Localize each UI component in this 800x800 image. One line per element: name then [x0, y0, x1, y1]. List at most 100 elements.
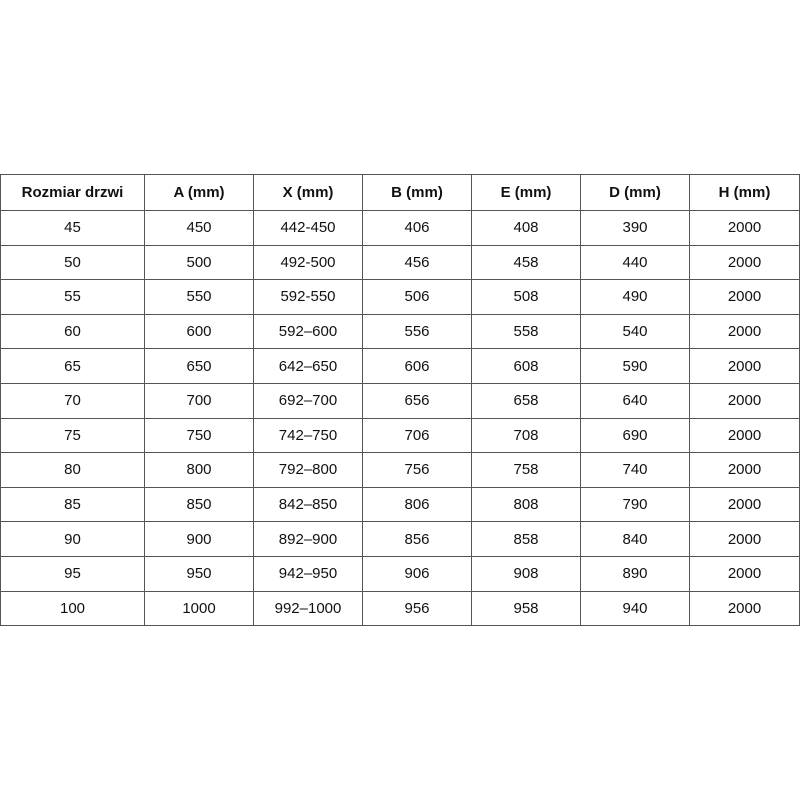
- table-cell: 950: [144, 555, 254, 592]
- table-row: 90 900 892–900 856 858 840 2000: [0, 521, 800, 557]
- table-cell: 692–700: [253, 382, 363, 419]
- table-cell: 742–750: [253, 417, 363, 454]
- table-cell: 858: [471, 521, 581, 557]
- dimensions-table: Rozmiar drzwi A (mm) X (mm) B (mm) E (mm) D (…: [0, 174, 800, 627]
- table-cell: 90: [0, 521, 145, 557]
- table-cell: 75: [0, 417, 145, 454]
- table-cell: 640: [580, 382, 690, 419]
- table-row: 100 1000 992–1000 956 958 940 2000: [0, 590, 800, 627]
- table-cell: 658: [471, 382, 581, 419]
- table-row: 75 750 742–750 706 708 690 2000: [0, 417, 800, 454]
- table-cell: 850: [144, 486, 254, 523]
- table-row: 50 500 492-500 456 458 440 2000: [0, 244, 800, 281]
- table-cell: 706: [362, 417, 472, 454]
- table-cell: 2000: [689, 244, 800, 281]
- table-cell: 600: [144, 313, 254, 350]
- table-cell: 700: [144, 382, 254, 419]
- table-cell: 890: [580, 555, 690, 592]
- table-cell: 2000: [689, 521, 800, 557]
- table-cell: 2000: [689, 279, 800, 315]
- table-cell: 2000: [689, 210, 800, 246]
- table-cell: 45: [0, 210, 145, 246]
- table-cell: 992–1000: [253, 590, 363, 627]
- table-cell: 892–900: [253, 521, 363, 557]
- column-header: H (mm): [689, 174, 800, 211]
- table-row: 55 550 592-550 506 508 490 2000: [0, 279, 800, 315]
- table-cell: 642–650: [253, 348, 363, 384]
- table-cell: 956: [362, 590, 472, 627]
- table-cell: 690: [580, 417, 690, 454]
- table-cell: 558: [471, 313, 581, 350]
- table-cell: 908: [471, 555, 581, 592]
- table-cell: 456: [362, 244, 472, 281]
- table-row: 65 650 642–650 606 608 590 2000: [0, 348, 800, 384]
- table-cell: 650: [144, 348, 254, 384]
- table-header-row: Rozmiar drzwi A (mm) X (mm) B (mm) E (mm) D (…: [0, 174, 800, 211]
- table-cell: 958: [471, 590, 581, 627]
- table-cell: 808: [471, 486, 581, 523]
- table-cell: 85: [0, 486, 145, 523]
- table-cell: 2000: [689, 590, 800, 627]
- table-cell: 756: [362, 452, 472, 488]
- table-cell: 942–950: [253, 555, 363, 592]
- column-header: D (mm): [580, 174, 690, 211]
- table-cell: 50: [0, 244, 145, 281]
- table-cell: 80: [0, 452, 145, 488]
- table-cell: 806: [362, 486, 472, 523]
- table-cell: 708: [471, 417, 581, 454]
- table-cell: 906: [362, 555, 472, 592]
- table-cell: 550: [144, 279, 254, 315]
- table-cell: 2000: [689, 382, 800, 419]
- table-cell: 442-450: [253, 210, 363, 246]
- table-cell: 940: [580, 590, 690, 627]
- column-header: A (mm): [144, 174, 254, 211]
- table-cell: 95: [0, 555, 145, 592]
- table-cell: 590: [580, 348, 690, 384]
- column-header: X (mm): [253, 174, 363, 211]
- table-cell: 406: [362, 210, 472, 246]
- table-cell: 856: [362, 521, 472, 557]
- table-cell: 656: [362, 382, 472, 419]
- table-cell: 55: [0, 279, 145, 315]
- table-cell: 500: [144, 244, 254, 281]
- table-cell: 1000: [144, 590, 254, 627]
- table-cell: 790: [580, 486, 690, 523]
- table-cell: 2000: [689, 313, 800, 350]
- table-cell: 2000: [689, 348, 800, 384]
- table-cell: 740: [580, 452, 690, 488]
- table-cell: 540: [580, 313, 690, 350]
- table-cell: 800: [144, 452, 254, 488]
- table-cell: 2000: [689, 486, 800, 523]
- table-row: 70 700 692–700 656 658 640 2000: [0, 382, 800, 419]
- table-cell: 2000: [689, 452, 800, 488]
- table-row: 80 800 792–800 756 758 740 2000: [0, 452, 800, 488]
- table-cell: 60: [0, 313, 145, 350]
- table-row: 45 450 442-450 406 408 390 2000: [0, 210, 800, 246]
- table-cell: 2000: [689, 555, 800, 592]
- table-cell: 900: [144, 521, 254, 557]
- table-cell: 390: [580, 210, 690, 246]
- table-cell: 556: [362, 313, 472, 350]
- column-header: E (mm): [471, 174, 581, 211]
- table-cell: 842–850: [253, 486, 363, 523]
- table-cell: 100: [0, 590, 145, 627]
- table-cell: 65: [0, 348, 145, 384]
- table-cell: 750: [144, 417, 254, 454]
- table-row: 85 850 842–850 806 808 790 2000: [0, 486, 800, 523]
- table-cell: 792–800: [253, 452, 363, 488]
- table-cell: 450: [144, 210, 254, 246]
- column-header: Rozmiar drzwi: [0, 174, 145, 211]
- table-cell: 2000: [689, 417, 800, 454]
- table-cell: 840: [580, 521, 690, 557]
- table-row: 60 600 592–600 556 558 540 2000: [0, 313, 800, 350]
- table-cell: 606: [362, 348, 472, 384]
- table-cell: 508: [471, 279, 581, 315]
- table-row: 95 950 942–950 906 908 890 2000: [0, 555, 800, 592]
- table-cell: 506: [362, 279, 472, 315]
- column-header: B (mm): [362, 174, 472, 211]
- table-cell: 70: [0, 382, 145, 419]
- table-cell: 458: [471, 244, 581, 281]
- table-cell: 492-500: [253, 244, 363, 281]
- table-cell: 408: [471, 210, 581, 246]
- table-cell: 592-550: [253, 279, 363, 315]
